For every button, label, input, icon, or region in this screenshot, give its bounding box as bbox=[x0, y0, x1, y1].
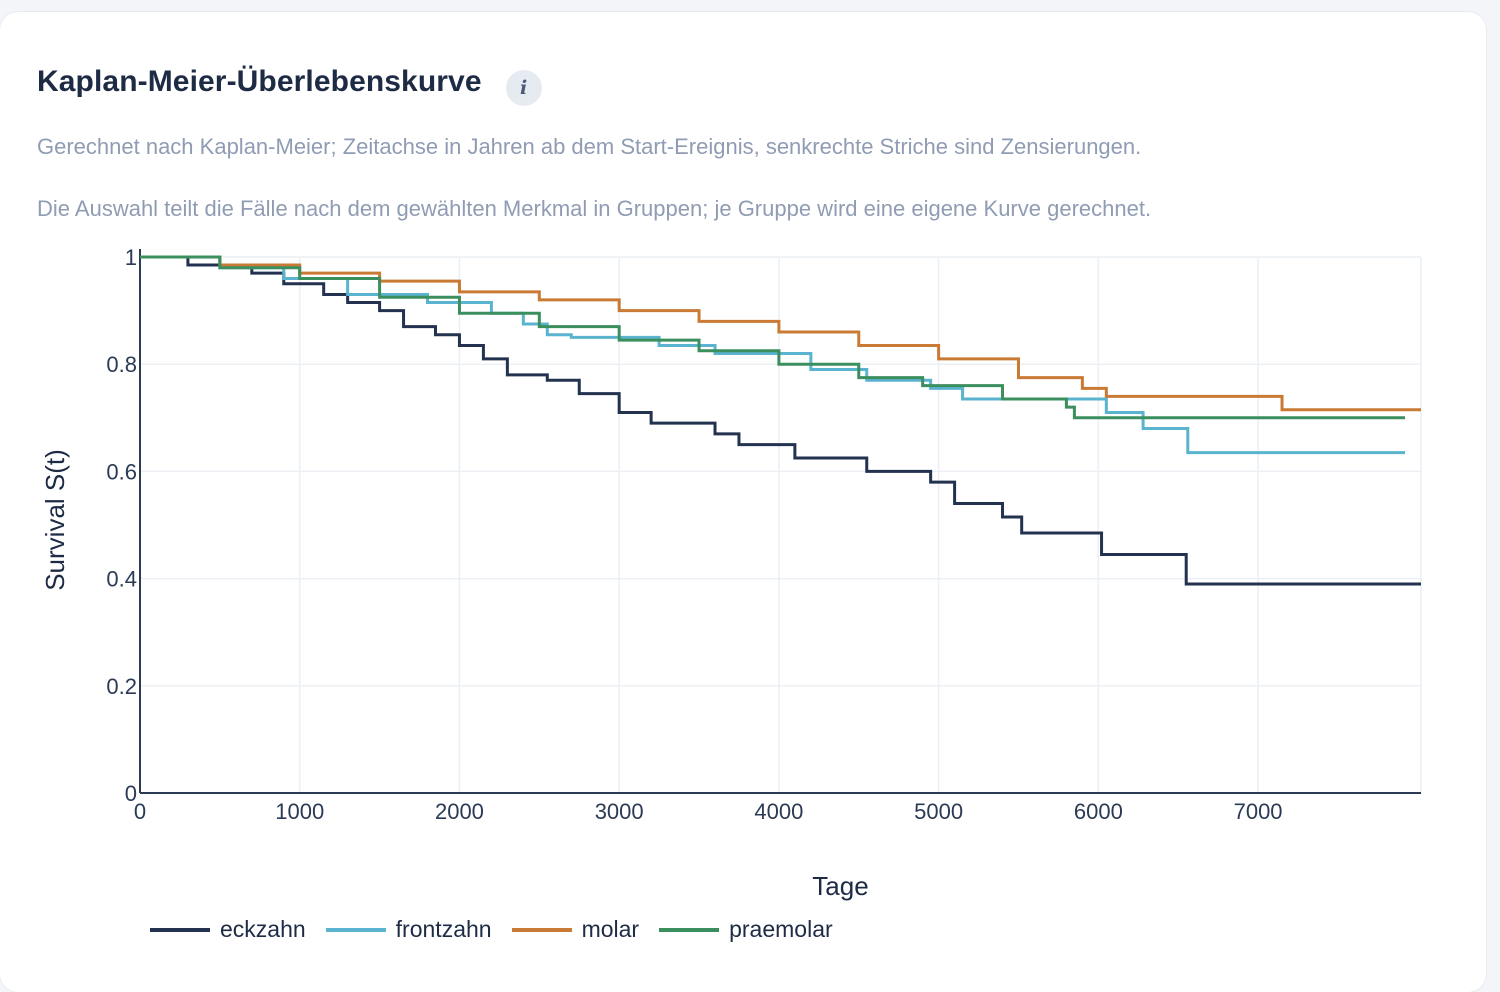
page-title: Kaplan-Meier-Überlebenskurve bbox=[37, 65, 482, 98]
description-line-1: Gerechnet nach Kaplan-Meier; Zeitachse i… bbox=[37, 134, 1142, 159]
legend-swatch bbox=[150, 927, 210, 932]
legend-label: praemolar bbox=[729, 916, 833, 942]
series-line-molar bbox=[140, 255, 1421, 412]
x-tick-label: 4000 bbox=[754, 799, 803, 824]
y-tick-label: 0.6 bbox=[106, 459, 137, 484]
legend: eckzahn frontzahn molar praemolar bbox=[150, 916, 853, 943]
legend-item-frontzahn[interactable]: frontzahn bbox=[325, 916, 492, 943]
x-tick-label: 1000 bbox=[275, 799, 324, 824]
y-tick-label: 0.2 bbox=[106, 674, 137, 699]
legend-label: molar bbox=[581, 916, 640, 942]
info-button[interactable]: i bbox=[505, 70, 542, 106]
y-tick-label: 0.4 bbox=[106, 567, 137, 592]
series-line-praemolar bbox=[140, 255, 1406, 420]
x-tick-label: 0 bbox=[134, 799, 146, 824]
x-tick-label: 6000 bbox=[1074, 799, 1123, 824]
header: Kaplan-Meier-Überlebenskurve i bbox=[37, 58, 542, 106]
legend-swatch bbox=[325, 927, 386, 932]
y-tick-label: 1 bbox=[125, 245, 137, 270]
x-tick-label: 3000 bbox=[595, 799, 644, 824]
x-tick-label: 2000 bbox=[435, 799, 484, 824]
y-axis-title: Survival S(t) bbox=[40, 449, 70, 591]
survival-chart: 0 1000 2000 3000 4000 5000 6000 7000 0 0.2 0.4 0.6 0… bbox=[40, 245, 1422, 901]
legend-label: frontzahn bbox=[395, 916, 492, 942]
description-line-2: Die Auswahl teilt die Fälle nach dem gew… bbox=[37, 196, 1152, 221]
y-tick-label: 0.8 bbox=[106, 352, 137, 377]
legend-label: eckzahn bbox=[220, 916, 306, 942]
x-axis-title: Tage bbox=[812, 871, 868, 901]
legend-swatch bbox=[659, 927, 720, 932]
series-line-frontzahn bbox=[140, 255, 1406, 455]
chart-card bbox=[0, 12, 1486, 992]
x-tick-label: 7000 bbox=[1234, 799, 1283, 824]
y-tick-label: 0 bbox=[125, 781, 137, 806]
legend-item-praemolar[interactable]: praemolar bbox=[659, 916, 833, 943]
legend-item-molar[interactable]: molar bbox=[511, 916, 640, 943]
legend-item-eckzahn[interactable]: eckzahn bbox=[150, 916, 306, 943]
x-tick-label: 5000 bbox=[914, 799, 963, 824]
series-line-eckzahn bbox=[140, 255, 1421, 586]
legend-swatch bbox=[511, 927, 572, 932]
